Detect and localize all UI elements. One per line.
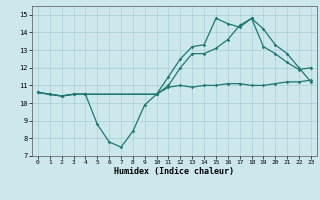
X-axis label: Humidex (Indice chaleur): Humidex (Indice chaleur) <box>115 167 234 176</box>
